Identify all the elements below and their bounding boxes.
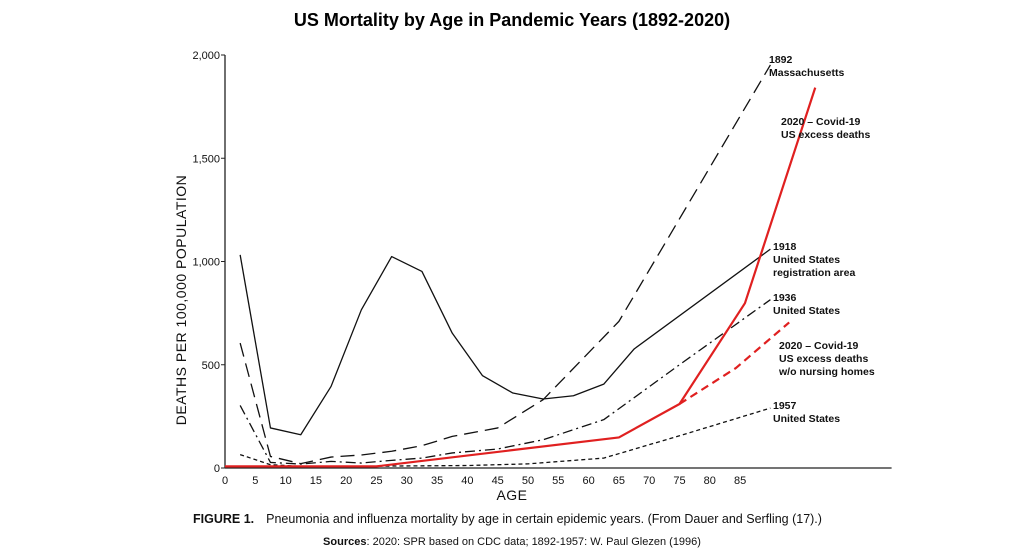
series-label-line: United States xyxy=(773,254,840,266)
series-line xyxy=(239,248,771,436)
x-tick-label: 65 xyxy=(613,475,625,487)
series-label: 1957 United States xyxy=(773,400,840,425)
series-line xyxy=(678,321,790,405)
series-label: 1936 United States xyxy=(773,292,840,317)
series-label-line: registration area xyxy=(773,267,855,279)
y-tick-label: 1,500 xyxy=(192,153,220,165)
series-label: 2020 – Covid-19 US excess deaths xyxy=(781,116,870,141)
x-tick-label: 60 xyxy=(582,475,594,487)
series-label-line: 1892 xyxy=(769,54,793,66)
series-label-line: US excess deaths xyxy=(779,353,868,365)
y-tick-label: 2,000 xyxy=(192,50,220,62)
series-label-line: 2020 – Covid-19 xyxy=(779,340,859,352)
x-tick-label: 15 xyxy=(310,475,322,487)
x-tick-label: 50 xyxy=(522,475,534,487)
x-tick-label: 45 xyxy=(492,475,504,487)
chart-title: US Mortality by Age in Pandemic Years (1… xyxy=(294,10,730,30)
figure-caption: FIGURE 1. Pneumonia and influenza mortali… xyxy=(193,512,822,526)
caption-label: FIGURE 1. xyxy=(193,512,254,526)
sources-note: Sources: 2020: SPR based on CDC data; 18… xyxy=(323,536,701,548)
x-axis-label: AGE xyxy=(496,487,527,503)
series-label-line: w/o nursing homes xyxy=(778,366,875,378)
y-tick-label: 0 xyxy=(214,463,220,475)
series-label-line: 2020 – Covid-19 xyxy=(781,116,861,128)
x-tick-label: 30 xyxy=(401,475,413,487)
series-line xyxy=(239,299,771,465)
x-tick-label: 25 xyxy=(370,475,382,487)
series-label-line: 1957 xyxy=(773,400,797,412)
series-line xyxy=(225,87,817,468)
series-label: 2020 – Covid-19 US excess deaths w/o nursi… xyxy=(778,340,875,378)
series-label-line: US excess deaths xyxy=(781,129,870,141)
y-axis-label: DEATHS PER 100,000 POPULATION xyxy=(173,175,189,426)
sources-label: Sources xyxy=(323,536,366,548)
x-tick-label: 55 xyxy=(552,475,564,487)
x-tick-label: 5 xyxy=(252,475,258,487)
x-tick-label: 35 xyxy=(431,475,443,487)
y-tick-label: 500 xyxy=(202,360,220,372)
x-tick-label: 40 xyxy=(461,475,473,487)
series-label-line: United States xyxy=(773,305,840,317)
x-tick-label: 0 xyxy=(222,475,228,487)
series-label: 1892 Massachusetts xyxy=(769,54,844,79)
series-line xyxy=(239,407,771,467)
x-tick-label: 20 xyxy=(340,475,352,487)
series-label: 1918 United States registration area xyxy=(773,241,855,279)
y-tick-label: 1,000 xyxy=(192,257,220,269)
x-tick-label: 80 xyxy=(704,475,716,487)
series-label-line: 1936 xyxy=(773,292,797,304)
series-label-line: United States xyxy=(773,413,840,425)
x-tick-label: 70 xyxy=(643,475,655,487)
series-label-line: Massachusetts xyxy=(769,67,844,79)
series-label-line: 1918 xyxy=(773,241,797,253)
series-line xyxy=(239,64,771,465)
x-tick-label: 85 xyxy=(734,475,746,487)
caption-text: Pneumonia and influenza mortality by age… xyxy=(266,512,822,526)
x-tick-label: 10 xyxy=(279,475,291,487)
sources-text: : 2020: SPR based on CDC data; 1892-1957… xyxy=(366,536,700,548)
x-tick-label: 75 xyxy=(673,475,685,487)
